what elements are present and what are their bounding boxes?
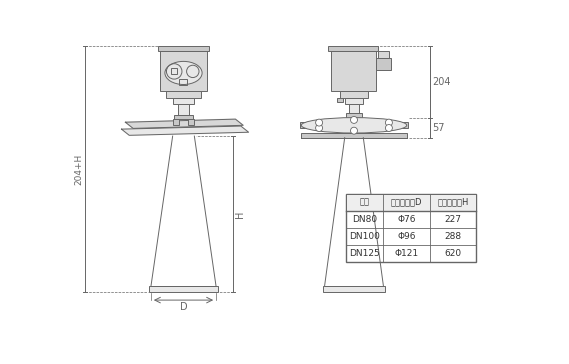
Bar [402, 122, 408, 128]
Circle shape [385, 124, 393, 131]
Text: 法兰: 法兰 [360, 198, 370, 207]
Bar [337, 98, 343, 102]
Bar [349, 104, 360, 113]
Text: 喇叭口直径D: 喇叭口直径D [391, 198, 422, 207]
Bar [171, 68, 178, 75]
Text: 227: 227 [445, 215, 461, 224]
Bar [347, 194, 476, 262]
Text: H: H [234, 210, 245, 218]
Circle shape [316, 124, 323, 131]
Text: 204: 204 [432, 77, 451, 87]
Circle shape [316, 119, 323, 126]
Circle shape [351, 127, 357, 134]
Bar [172, 98, 195, 104]
Bar [347, 194, 476, 211]
Bar [158, 46, 209, 51]
Text: DN80: DN80 [352, 215, 377, 224]
Text: DN100: DN100 [349, 232, 380, 241]
Bar [178, 104, 189, 115]
Text: Φ121: Φ121 [395, 249, 419, 258]
Ellipse shape [165, 62, 202, 84]
Bar [378, 51, 389, 58]
Bar [345, 98, 363, 104]
Text: 620: 620 [444, 249, 462, 258]
Text: 喇叭口高度H: 喇叭口高度H [438, 198, 469, 207]
Text: 204+H: 204+H [75, 154, 84, 185]
Bar [331, 51, 376, 91]
Circle shape [385, 119, 393, 126]
Text: Φ96: Φ96 [398, 232, 416, 241]
Bar [179, 79, 187, 85]
Bar [167, 91, 200, 98]
Text: DN125: DN125 [349, 249, 380, 258]
Bar [347, 113, 362, 118]
Text: 57: 57 [432, 123, 445, 132]
Bar [188, 119, 195, 125]
Bar [328, 46, 378, 51]
Bar [160, 51, 207, 91]
Polygon shape [125, 119, 243, 128]
Bar [150, 286, 217, 292]
Bar [300, 122, 306, 128]
Circle shape [351, 116, 357, 123]
Bar [172, 119, 179, 125]
Bar [340, 91, 368, 98]
Bar [174, 115, 193, 119]
Text: Φ76: Φ76 [398, 215, 416, 224]
Polygon shape [122, 126, 249, 135]
Text: 288: 288 [444, 232, 462, 241]
Ellipse shape [302, 118, 407, 133]
Bar [302, 133, 407, 138]
Text: D: D [180, 302, 187, 312]
Bar [323, 286, 385, 292]
Bar [376, 58, 391, 70]
